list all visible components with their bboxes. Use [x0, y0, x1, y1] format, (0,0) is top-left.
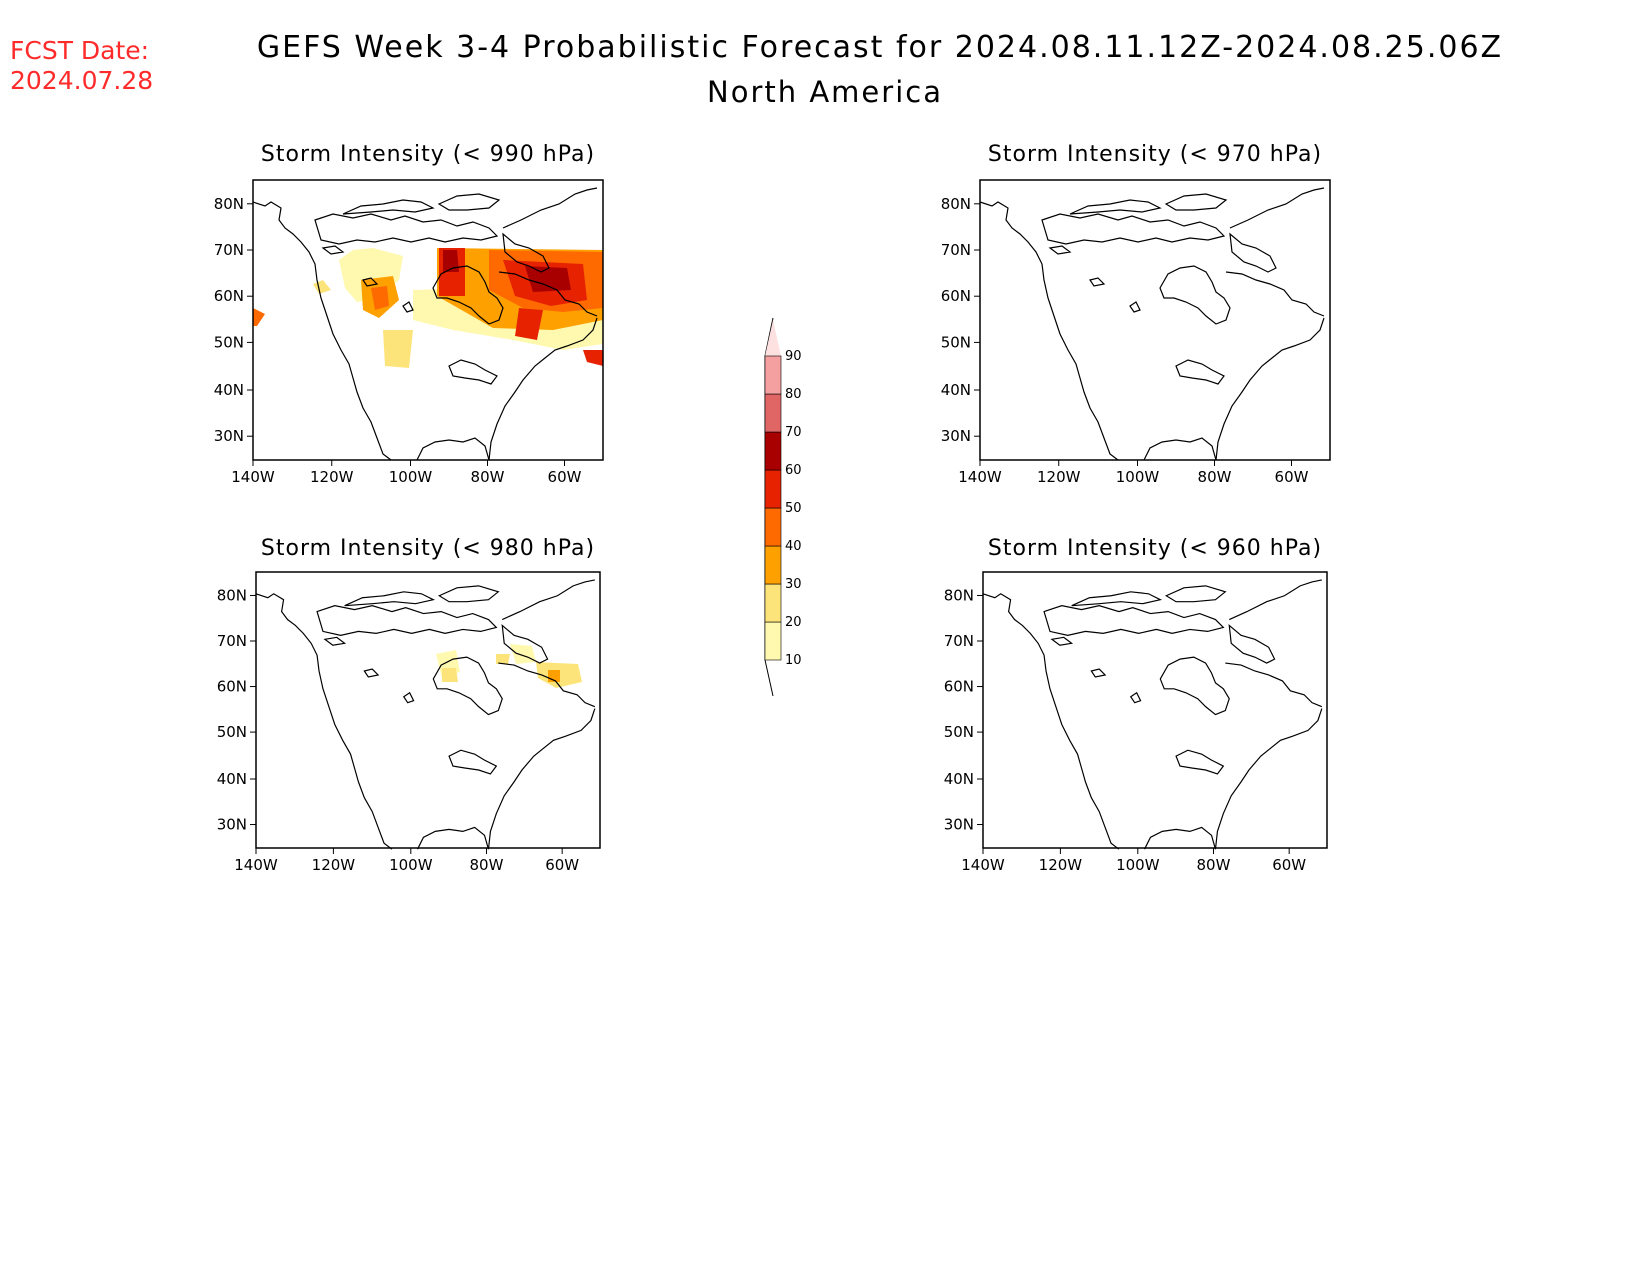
lon-tick-label: 60W [545, 856, 579, 874]
lat-tick-label: 50N [941, 333, 971, 351]
lon-tick-label: 80W [471, 468, 505, 486]
fcst-date-label: FCST Date: [10, 36, 150, 65]
lon-tick-label: 100W [389, 856, 433, 874]
lat-tick-label: 30N [941, 427, 971, 445]
lat-tick-label: 30N [944, 816, 974, 834]
lat-tick-label: 30N [217, 816, 247, 834]
lon-tick-label: 80W [470, 856, 504, 874]
lat-tick-label: 70N [217, 632, 247, 650]
colorbar-box [764, 507, 782, 547]
lat-tick-label: 50N [214, 333, 244, 351]
colorbar-box [764, 431, 782, 471]
lon-tick-label: 60W [1275, 468, 1309, 486]
colorbar-box [764, 393, 782, 433]
lat-tick-label: 70N [944, 632, 974, 650]
lat-tick-label: 50N [217, 723, 247, 741]
colorbar-level-label: 80 [785, 387, 802, 402]
page-title: GEFS Week 3-4 Probabilistic Forecast for… [256, 30, 1504, 65]
colorbar-box [764, 583, 782, 623]
lon-tick-label: 140W [231, 468, 275, 486]
lat-tick-label: 70N [941, 241, 971, 259]
probability-shading-990 [253, 248, 603, 368]
colorbar-level-label: 50 [785, 501, 802, 516]
lat-tick-label: 40N [214, 381, 244, 399]
map-panel-970 [979, 179, 1331, 461]
lat-tick-label: 50N [944, 723, 974, 741]
panel-title-960: Storm Intensity (< 960 hPa) [987, 536, 1323, 561]
lat-tick-label: 80N [217, 586, 247, 604]
probability-shading-980 [436, 644, 582, 688]
lon-tick-label: 80W [1198, 468, 1232, 486]
lon-tick-label: 140W [961, 856, 1005, 874]
lon-tick-label: 120W [312, 856, 356, 874]
lon-tick-label: 80W [1197, 856, 1231, 874]
colorbar-level-label: 30 [785, 577, 802, 592]
lon-tick-label: 140W [958, 468, 1002, 486]
lat-tick-label: 60N [944, 678, 974, 696]
lat-tick-label: 60N [941, 287, 971, 305]
axis-tick-labels: 80N 70N 60N 50N 40N 30N 140W 120W 100W 80W 60W 80N 7… [214, 195, 1309, 874]
lat-tick-label: 40N [217, 770, 247, 788]
lat-tick-label: 40N [941, 381, 971, 399]
colorbar-level-label: 70 [785, 425, 802, 440]
lat-tick-label: 80N [941, 195, 971, 213]
lon-tick-label: 100W [1116, 468, 1160, 486]
lon-tick-label: 100W [1116, 856, 1160, 874]
lon-tick-label: 120W [1039, 856, 1083, 874]
panel-title-970: Storm Intensity (< 970 hPa) [987, 142, 1323, 167]
map-panel-990 [252, 179, 604, 461]
colorbar-level-label: 90 [785, 349, 802, 364]
colorbar-level-label: 40 [785, 539, 802, 554]
fcst-date-value: 2024.07.28 [10, 66, 154, 95]
colorbar-box [764, 545, 782, 585]
page-subtitle: North America [707, 75, 943, 109]
lon-tick-label: 140W [234, 856, 278, 874]
lat-tick-label: 80N [214, 195, 244, 213]
map-panel-980 [255, 571, 601, 850]
lat-tick-label: 60N [217, 678, 247, 696]
lat-tick-label: 40N [944, 770, 974, 788]
lon-tick-label: 100W [389, 468, 433, 486]
colorbar-level-label: 20 [785, 615, 802, 630]
lat-tick-label: 60N [214, 287, 244, 305]
lat-tick-label: 70N [214, 241, 244, 259]
colorbar: 10 20 30 40 50 60 70 80 90 [764, 317, 802, 697]
colorbar-top-triangle [765, 320, 781, 356]
panel-title-990: Storm Intensity (< 990 hPa) [260, 142, 596, 167]
lon-tick-label: 60W [548, 468, 582, 486]
lon-tick-label: 120W [310, 468, 354, 486]
panel-title-980: Storm Intensity (< 980 hPa) [260, 536, 596, 561]
lon-tick-label: 120W [1037, 468, 1081, 486]
colorbar-box [764, 469, 782, 509]
colorbar-level-label: 60 [785, 463, 802, 478]
map-panel-960 [982, 571, 1328, 850]
colorbar-box [764, 621, 782, 661]
colorbar-box [764, 355, 782, 395]
lat-tick-label: 30N [214, 427, 244, 445]
colorbar-level-label: 10 [785, 653, 802, 668]
lon-tick-label: 60W [1272, 856, 1306, 874]
lat-tick-label: 80N [944, 586, 974, 604]
